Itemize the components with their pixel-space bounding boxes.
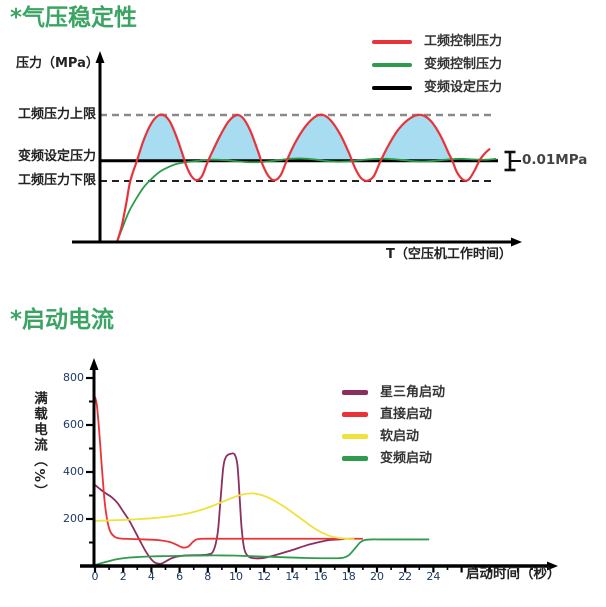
current-curve-1 xyxy=(94,396,363,549)
x-tick-label: 20 xyxy=(370,570,384,583)
legend-label: 星三角启动 xyxy=(380,384,446,400)
current-x-axis-arrow xyxy=(547,561,558,571)
x-tick-label: 10 xyxy=(229,570,243,583)
x-tick-label: 22 xyxy=(398,570,413,583)
current-chart-title: *启动电流 xyxy=(10,307,115,333)
x-tick-label: 24 xyxy=(426,570,441,583)
current-curve-2 xyxy=(94,492,355,541)
pressure-y-axis-arrow xyxy=(95,51,105,63)
reference-label-0: 工频压力上限 xyxy=(17,107,96,122)
pressure-band-annotation: 0.01MPa xyxy=(522,152,588,168)
current-y-axis-arrow xyxy=(89,358,99,370)
x-tick-label: 12 xyxy=(257,570,272,583)
pressure-x-axis-arrow xyxy=(511,237,522,247)
current-legend: 星三角启动直接启动软启动变频启动 xyxy=(342,381,445,469)
legend-label: 软启动 xyxy=(380,428,420,444)
x-tick-label: 6 xyxy=(176,570,184,583)
legend-label: 变频控制压力 xyxy=(424,57,503,72)
y-tick-label: 800 xyxy=(63,371,84,384)
reference-label-1: 变频设定压力 xyxy=(17,149,96,164)
legend-swatch-icon xyxy=(372,62,412,67)
x-tick-label: 8 xyxy=(204,570,212,583)
legend-item: 变频控制压力 xyxy=(372,53,502,76)
x-tick-label: 4 xyxy=(147,570,155,583)
legend-swatch-icon xyxy=(342,411,368,417)
legend-item: 软启动 xyxy=(342,425,445,447)
legend-swatch-icon xyxy=(372,85,412,90)
pressure-legend: 工频控制压力 变频控制压力 变频设定压力 xyxy=(372,30,502,99)
legend-label: 变频启动 xyxy=(380,450,433,466)
legend-item: 变频启动 xyxy=(342,447,445,469)
legend-label: 工频控制压力 xyxy=(424,34,503,49)
legend-label: 直接启动 xyxy=(380,406,433,422)
legend-swatch-icon xyxy=(342,389,368,395)
x-tick-label: 14 xyxy=(285,570,300,583)
x-tick-label: 0 xyxy=(91,570,99,583)
pressure-y-axis-label: 压力（MPa） xyxy=(16,56,99,71)
legend-item: 直接启动 xyxy=(342,403,445,425)
legend-item: 变频设定压力 xyxy=(372,76,502,99)
vfd-control-pressure-curve xyxy=(116,157,497,243)
y-tick-label: 200 xyxy=(63,512,84,525)
legend-swatch-icon xyxy=(342,455,368,461)
x-tick-label: 2 xyxy=(119,570,127,583)
legend-item: 星三角启动 xyxy=(342,381,445,403)
x-tick-label: 16 xyxy=(313,570,328,583)
legend-swatch-icon xyxy=(372,39,412,44)
current-y-axis-label: 满载电流（%） xyxy=(31,391,47,500)
legend-label: 变频设定压力 xyxy=(424,80,503,95)
y-tick-label: 600 xyxy=(63,418,84,431)
reference-label-2: 工频压力下限 xyxy=(17,173,96,188)
legend-swatch-icon xyxy=(342,433,368,439)
mains-control-pressure-curve xyxy=(115,113,491,243)
pressure-x-axis-label: T（空压机工作时间） xyxy=(386,247,512,262)
y-tick-label: 400 xyxy=(63,465,84,478)
current-curve-0 xyxy=(94,452,345,565)
legend-item: 工频控制压力 xyxy=(372,30,502,53)
pressure-fill-area xyxy=(136,114,453,161)
current-x-axis-label: 启动时间（秒） xyxy=(466,566,561,582)
current-curve-3 xyxy=(94,538,430,566)
pressure-chart-title: *气压稳定性 xyxy=(10,5,138,31)
x-tick-label: 18 xyxy=(341,570,356,583)
